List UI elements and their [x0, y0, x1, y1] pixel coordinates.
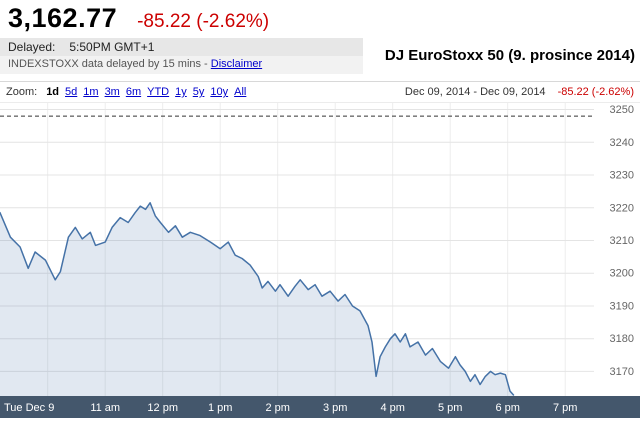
x-axis-tick-label: 7 pm: [553, 402, 577, 414]
delay-note: INDEXSTOXX data delayed by 15 mins -: [8, 58, 208, 70]
zoom-range-1d[interactable]: 1d: [46, 86, 60, 98]
zoom-label: Zoom:: [6, 86, 38, 98]
price-chart-svg[interactable]: 3170 3180 3190 3200 3210 3220 3230 3240 3250 Tue …: [0, 103, 640, 418]
zoom-ranges: 1d 5d 1m 3m 6m YTD 1y 5y 10y All: [40, 86, 246, 98]
last-price: 3,162.77: [8, 3, 118, 33]
toolbar-change: -85.22 (-2.62%): [557, 86, 634, 98]
y-axis-tick-label: 3230: [610, 170, 634, 182]
x-axis-tick-label: 4 pm: [380, 402, 404, 414]
y-axis-tick-label: 3170: [610, 366, 634, 378]
disclaimer-link[interactable]: Disclaimer: [210, 58, 263, 70]
y-axis-tick-label: 3220: [610, 202, 634, 214]
zoom-range-10y[interactable]: 10y: [210, 86, 229, 98]
zoom-range-ytd[interactable]: YTD: [147, 86, 170, 98]
zoom-range-6m[interactable]: 6m: [125, 86, 142, 98]
zoom-range-1m[interactable]: 1m: [83, 86, 99, 98]
x-axis-tick-label: Tue Dec 9: [4, 402, 54, 414]
y-axis-tick-label: 3190: [610, 301, 634, 313]
delay-note-row: INDEXSTOXX data delayed by 15 mins - Dis…: [0, 56, 363, 74]
y-axis-tick-label: 3250: [610, 104, 634, 116]
y-axis-tick-label: 3240: [610, 137, 634, 149]
toolbar-right: Dec 09, 2014 - Dec 09, 2014 -85.22 (-2.6…: [405, 86, 634, 98]
zoom-range-3m[interactable]: 3m: [104, 86, 120, 98]
zoom-range-5d[interactable]: 5d: [65, 86, 78, 98]
price-area-fill: [0, 202, 514, 396]
chart-toolbar: Zoom: 1d 5d 1m 3m 6m YTD 1y 5y 10y All Dec 09, 20…: [0, 81, 640, 103]
x-axis-tick-label: 3 pm: [323, 402, 347, 414]
zoom-range-all[interactable]: All: [234, 86, 247, 98]
price-line: [0, 202, 515, 396]
info-row: Delayed: 5:50PM GMT+1 INDEXSTOXX data del…: [0, 38, 640, 74]
x-axis-tick-label: 12 pm: [147, 402, 178, 414]
x-axis-tick-label: 6 pm: [495, 402, 519, 414]
y-axis-tick-label: 3210: [610, 235, 634, 247]
price-change: -85.22 (-2.62%): [137, 11, 270, 32]
zoom-range-1y[interactable]: 1y: [175, 86, 187, 98]
x-axis-tick-label: 2 pm: [265, 402, 289, 414]
y-axis-tick-label: 3180: [610, 333, 634, 345]
delay-info-box: Delayed: 5:50PM GMT+1 INDEXSTOXX data del…: [0, 38, 363, 74]
zoom-range-5y[interactable]: 5y: [192, 86, 205, 98]
chart-title: DJ EuroStoxx 50 (9. prosince 2014): [384, 47, 635, 64]
date-range: Dec 09, 2014 - Dec 09, 2014: [404, 86, 546, 98]
x-axis-tick-label: 5 pm: [438, 402, 462, 414]
chart-area: 3170 3180 3190 3200 3210 3220 3230 3240 3250 Tue …: [0, 103, 640, 423]
delayed-label: Delayed:: [8, 40, 56, 54]
y-axis-tick-label: 3200: [610, 268, 634, 280]
delayed-time-row: Delayed: 5:50PM GMT+1: [0, 38, 363, 56]
x-axis-tick-label: 11 am: [90, 402, 120, 414]
delayed-time: 5:50PM GMT+1: [69, 40, 155, 54]
x-axis-tick-label: 1 pm: [208, 402, 232, 414]
x-axis-bar: [0, 396, 640, 418]
quote-header: 3,162.77 -85.22 (-2.62%): [0, 0, 640, 38]
